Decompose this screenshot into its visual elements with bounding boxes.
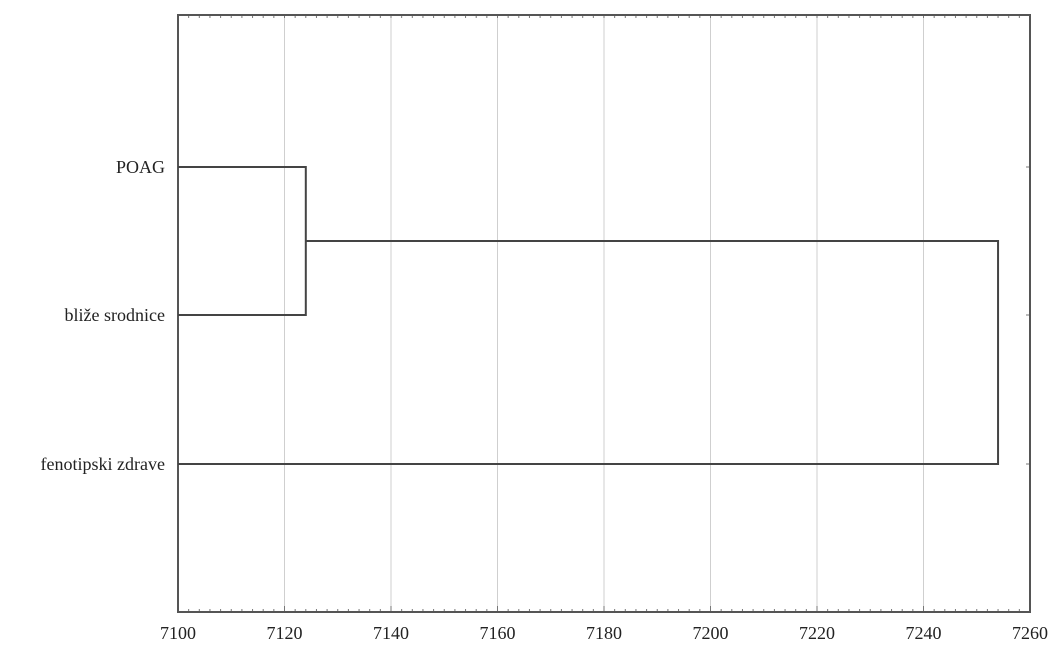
- leaf-label: bliže srodnice: [65, 305, 165, 325]
- x-tick-label: 7220: [799, 623, 835, 643]
- leaf-labels: POAG bliže srodnice fenotipski zdrave: [41, 157, 165, 474]
- plot-frame: [177, 14, 1031, 613]
- x-tick-label: 7200: [693, 623, 729, 643]
- x-tick-label: 7240: [906, 623, 942, 643]
- dendrogram-link: [178, 166, 307, 316]
- x-tick-labels: 7100 7120 7140 7160 7180 7200 7220 7240 7260: [160, 623, 1048, 643]
- leaf-label: POAG: [116, 157, 165, 177]
- grid-lines: [284, 15, 924, 612]
- dendrogram-links: [178, 166, 1000, 465]
- x-tick-label: 7180: [586, 623, 622, 643]
- x-tick-label: 7140: [373, 623, 409, 643]
- x-tick-label: 7160: [480, 623, 516, 643]
- x-tick-label: 7260: [1012, 623, 1048, 643]
- dendrogram-link: [178, 240, 1000, 465]
- leaf-label: fenotipski zdrave: [41, 454, 165, 474]
- x-tick-label: 7100: [160, 623, 196, 643]
- x-tick-label: 7120: [267, 623, 303, 643]
